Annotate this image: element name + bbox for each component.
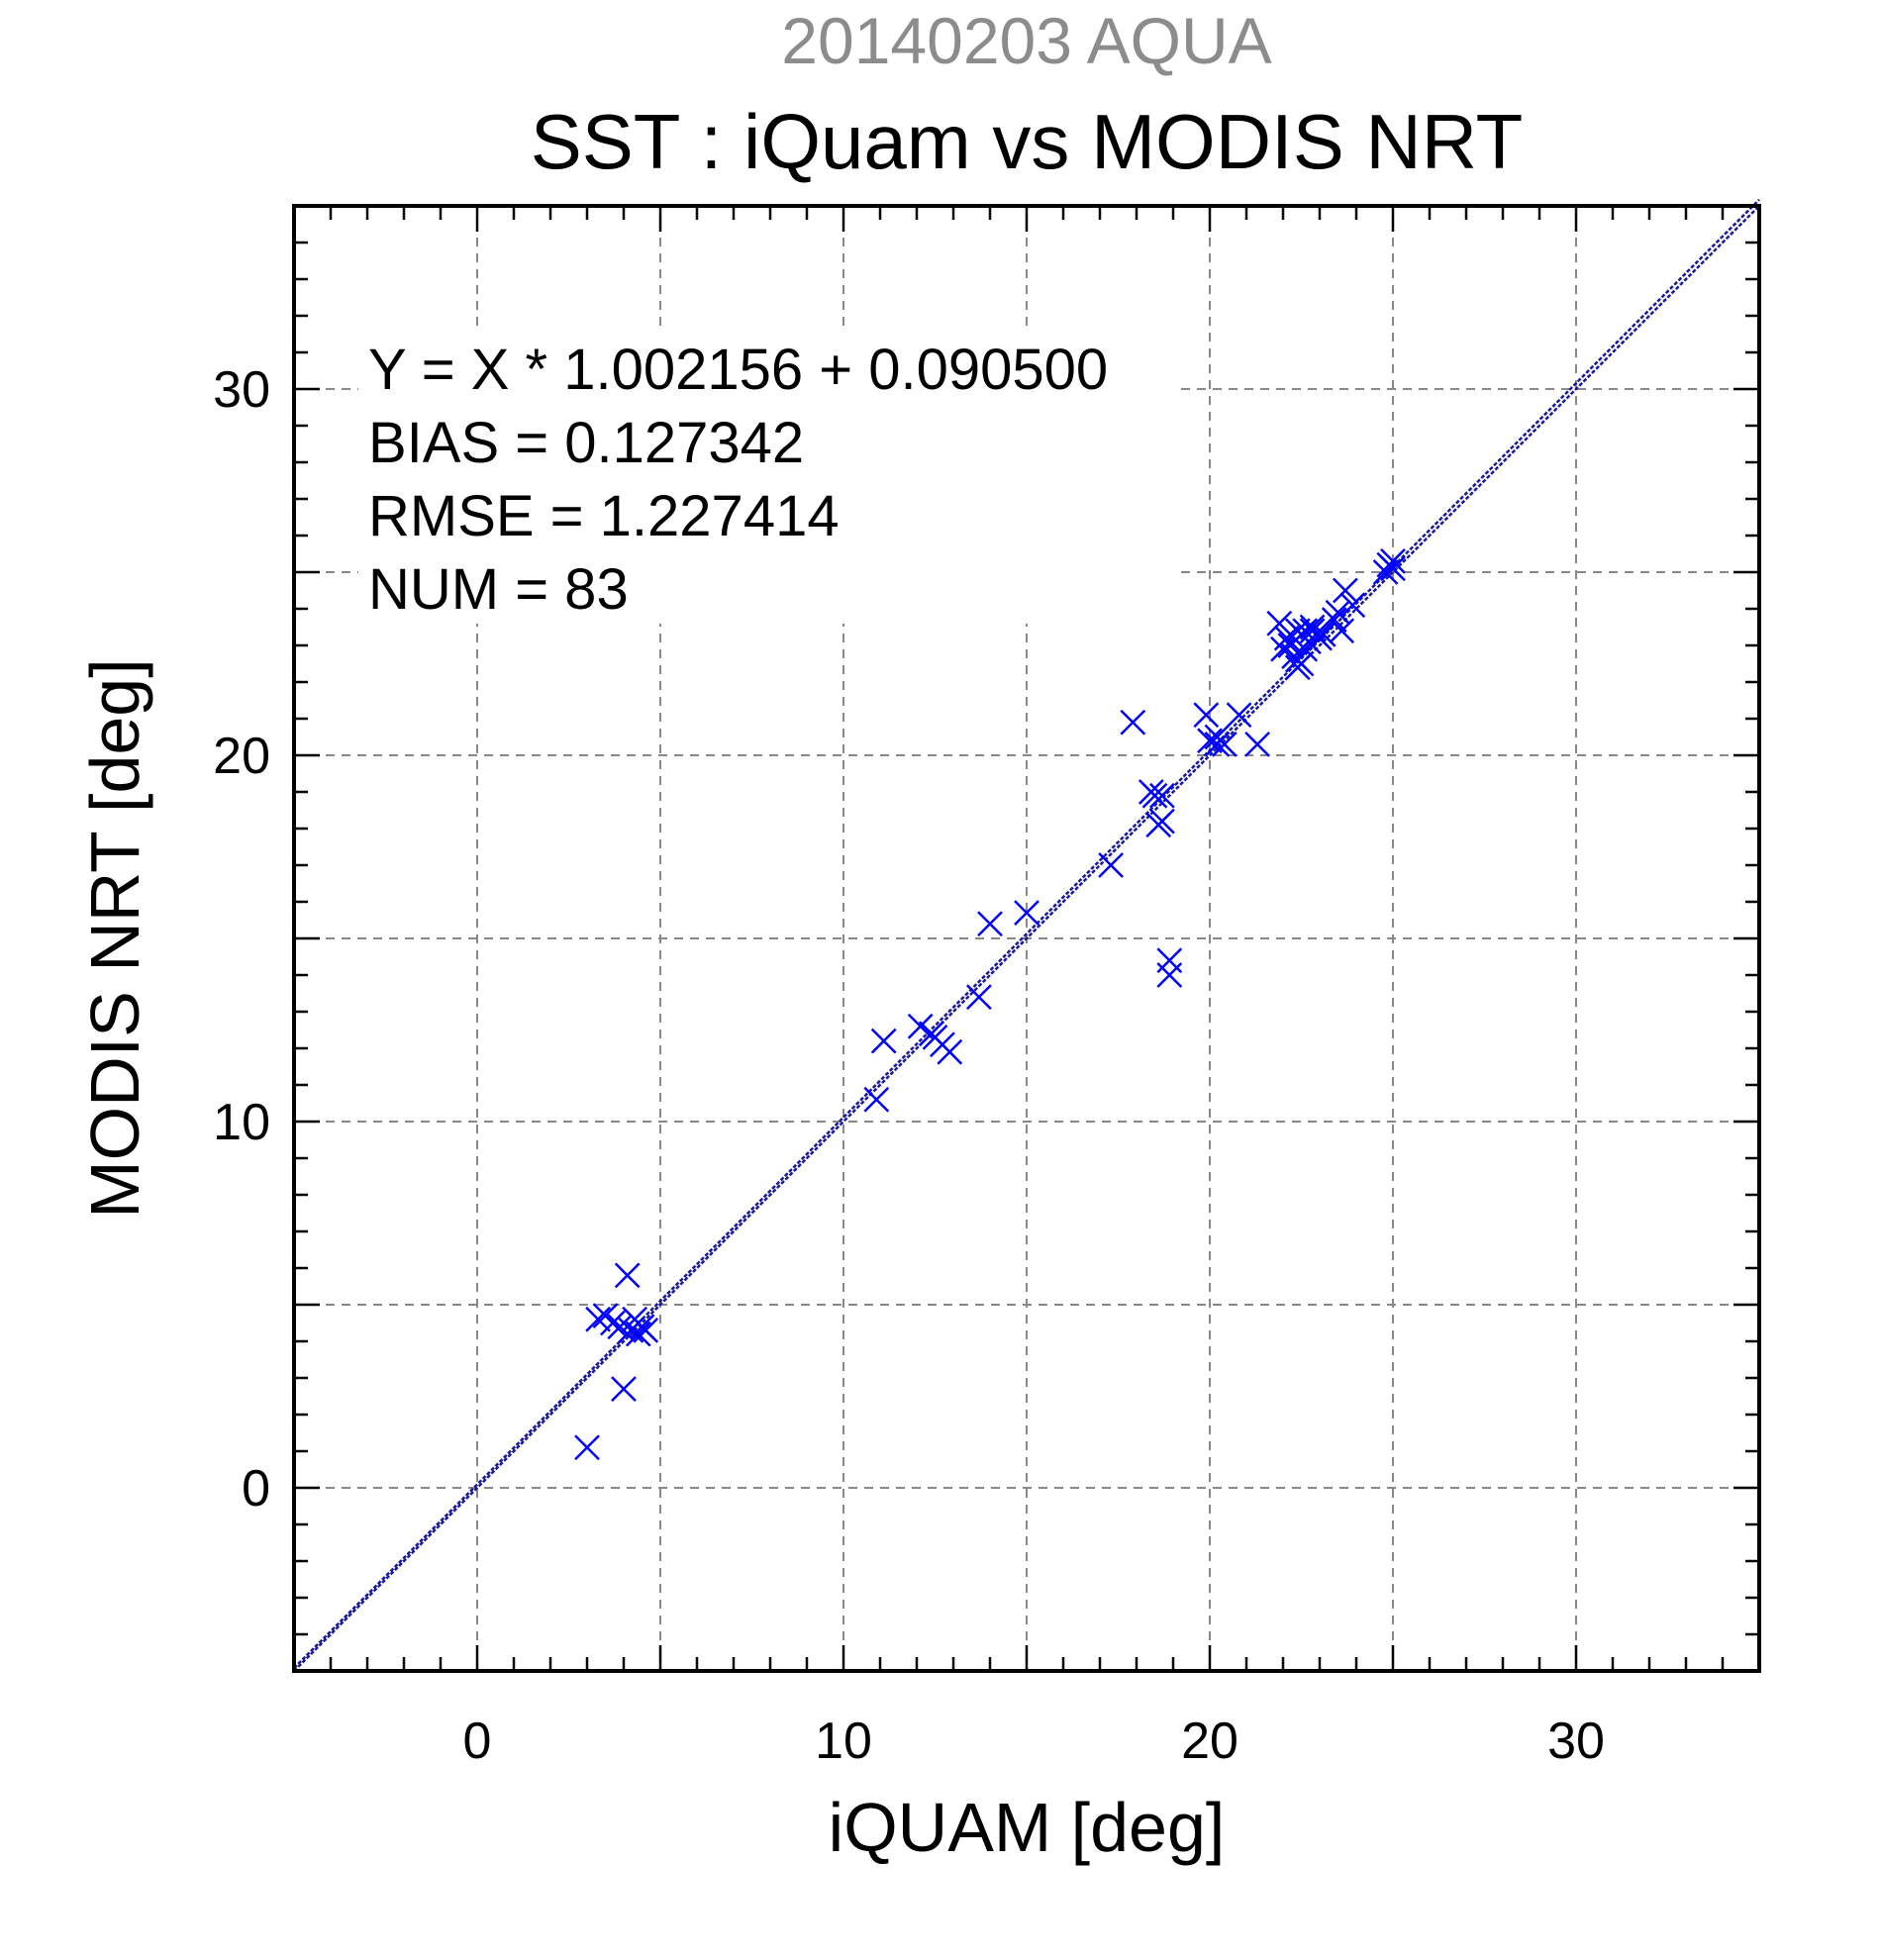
data-point [1277, 633, 1304, 658]
stats-line-rmse: RMSE = 1.227414 [368, 484, 840, 548]
data-point [1292, 636, 1319, 662]
data-point [966, 984, 992, 1011]
stats-annotation: Y = X * 1.002156 + 0.090500 BIAS = 0.127… [358, 327, 1180, 624]
y-tick-label: 20 [213, 728, 270, 785]
data-point [977, 911, 1003, 937]
data-point [633, 1318, 659, 1343]
x-tick-label: 0 [463, 1713, 492, 1770]
chart-title: SST : iQuam vs MODIS NRT [531, 98, 1524, 185]
x-tick-label: 20 [1181, 1713, 1238, 1770]
data-point [1226, 702, 1252, 729]
data-point [585, 1306, 611, 1332]
data-point [1193, 702, 1220, 729]
y-tick-label: 30 [213, 361, 270, 419]
data-point [1197, 728, 1223, 754]
data-point [1098, 852, 1124, 878]
chart-supertitle: 20140203 AQUA [781, 4, 1271, 77]
data-point [1266, 610, 1293, 637]
stats-line-num: NUM = 83 [368, 557, 629, 622]
data-point [1273, 625, 1300, 651]
data-point [1333, 577, 1358, 604]
data-point [625, 1321, 651, 1347]
data-point [1149, 808, 1175, 834]
data-point [1339, 592, 1366, 619]
data-point [863, 1086, 890, 1113]
fit-line [293, 198, 1760, 1669]
data-point [1329, 618, 1355, 644]
x-tick-label: 30 [1547, 1713, 1605, 1770]
data-point [1284, 618, 1311, 644]
data-point [1156, 962, 1183, 988]
data-point [870, 1028, 897, 1054]
y-axis-label: MODIS NRT [deg] [76, 658, 153, 1218]
data-point [937, 1038, 963, 1065]
data-point [1120, 709, 1146, 735]
regression-lines [293, 198, 1760, 1672]
data-point [1380, 555, 1406, 582]
data-point [1211, 732, 1238, 757]
data-point [907, 1013, 934, 1039]
data-point [1372, 559, 1399, 585]
data-point [1204, 732, 1231, 757]
data-point [1299, 614, 1326, 640]
axis-ticks [294, 206, 1759, 1671]
data-point [600, 1310, 626, 1336]
stats-line-equation: Y = X * 1.002156 + 0.090500 [368, 338, 1108, 402]
data-point [1141, 782, 1168, 809]
data-point [574, 1434, 600, 1461]
y-tick-label: 0 [242, 1460, 270, 1518]
data-point [1149, 782, 1175, 809]
data-point [1380, 548, 1406, 574]
x-tick-label: 10 [815, 1713, 872, 1770]
data-point [611, 1376, 637, 1402]
fit-line [293, 205, 1760, 1672]
stats-background [358, 327, 1180, 624]
data-point [1288, 650, 1315, 677]
data-point [1244, 732, 1270, 757]
data-points [574, 548, 1406, 1461]
stats-line-bias: BIAS = 0.127342 [368, 411, 804, 475]
data-point [614, 1262, 641, 1289]
data-point [1014, 900, 1040, 926]
tick-labels: 0 10 20 30 0 10 20 30 [213, 361, 1605, 1770]
x-axis-label: iQUAM [deg] [829, 1789, 1226, 1866]
data-point [1156, 947, 1183, 974]
data-point [1321, 607, 1347, 633]
y-tick-label: 10 [213, 1094, 270, 1151]
plot-frame [292, 204, 1761, 1673]
